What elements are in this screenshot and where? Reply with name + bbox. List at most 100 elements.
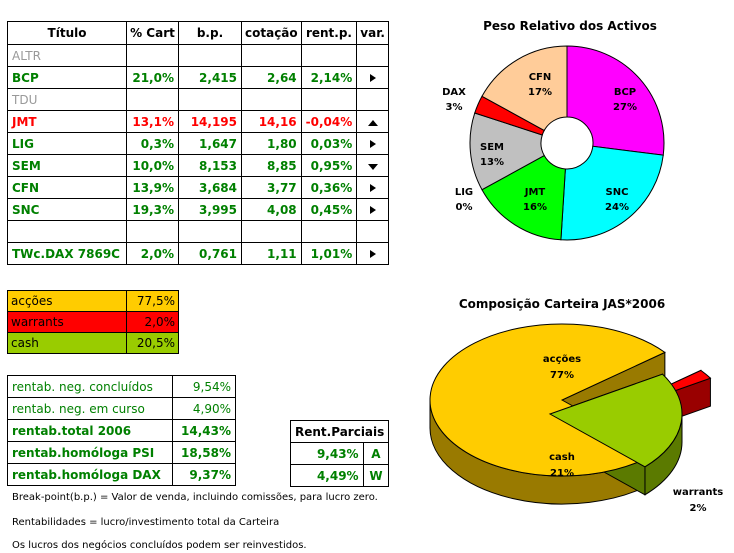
pie3d-label-accoes: acções xyxy=(543,354,581,365)
holding-cotacao: 3,77 xyxy=(241,176,302,199)
holding-cotacao: 2,64 xyxy=(241,66,302,89)
stats-value: 14,43% xyxy=(172,419,236,442)
allocation-label: acções xyxy=(7,290,127,312)
stats-label: rentab.total 2006 xyxy=(7,419,173,442)
stats-label: rentab. neg. concluídos xyxy=(7,375,173,398)
holding-break-point xyxy=(178,44,242,67)
holding-row: SNC 19,3% 3,995 4,08 0,45% xyxy=(7,198,389,221)
col-bp: b.p. xyxy=(178,21,242,45)
holding-row xyxy=(7,220,389,243)
holding-break-point: 3,684 xyxy=(178,176,242,199)
holding-row: SEM 10,0% 8,153 8,85 0,95% xyxy=(7,154,389,177)
holding-var xyxy=(356,66,389,89)
holding-cotacao xyxy=(241,44,302,67)
holding-row: CFN 13,9% 3,684 3,77 0,36% xyxy=(7,176,389,199)
holding-rent-p: 0,95% xyxy=(300,154,358,177)
holding-pct-cart: 0,3% xyxy=(126,132,179,155)
holding-pct-cart xyxy=(126,220,179,243)
donut-slice-sem xyxy=(469,112,545,191)
donut-chart-peso-relativo: Peso Relativo dos Activos BCP 27% SNC 24% JMT… xyxy=(442,19,665,241)
col-titulo: Título xyxy=(7,21,127,45)
stats-value: 9,54% xyxy=(172,375,236,398)
pie3d-value-cash: 21% xyxy=(550,468,574,479)
pie3d-label-warrants: warrants xyxy=(673,487,723,498)
holding-rent-p: 0,45% xyxy=(300,198,358,221)
trend-down-icon xyxy=(367,163,378,170)
holding-rent-p xyxy=(300,88,358,111)
donut-value-snc: 24% xyxy=(605,202,629,213)
note-lucros: Os lucros dos negócios concluídos podem … xyxy=(12,540,307,551)
holding-rent-p xyxy=(300,220,358,243)
holding-var xyxy=(356,88,389,111)
donut-value-cfn: 17% xyxy=(528,87,552,98)
holding-pct-cart: 19,3% xyxy=(126,198,179,221)
holding-row: ALTR xyxy=(7,44,389,67)
holdings-header-row: Título % Cart b.p. cotação rent.p. var. xyxy=(7,21,389,45)
holding-name: ALTR xyxy=(7,44,127,67)
holding-cotacao: 4,08 xyxy=(241,198,302,221)
holding-name: TWc.DAX 7869C xyxy=(7,242,127,265)
pie3d-value-accoes: 77% xyxy=(550,370,574,381)
holding-break-point: 2,415 xyxy=(178,66,242,89)
holding-rent-p: 0,36% xyxy=(300,176,358,199)
stats-row: rentab. neg. em curso 4,90% xyxy=(7,397,236,420)
donut-slice-cfn xyxy=(481,45,568,132)
donut-label-sem: SEM xyxy=(480,142,504,153)
holding-rent-p: 1,01% xyxy=(300,242,358,265)
holding-row: BCP 21,0% 2,415 2,64 2,14% xyxy=(7,66,389,89)
holding-cotacao xyxy=(241,88,302,111)
trend-right-icon xyxy=(369,205,376,214)
stats-label: rentab.homóloga DAX xyxy=(7,463,173,486)
allocation-label: cash xyxy=(7,332,127,354)
allocation-label: warrants xyxy=(7,311,127,333)
holdings-table: Título % Cart b.p. cotação rent.p. var. … xyxy=(7,21,389,265)
holding-name: TDU xyxy=(7,88,127,111)
holding-name: CFN xyxy=(7,176,127,199)
holding-row: TDU xyxy=(7,88,389,111)
trend-right-icon xyxy=(369,183,376,192)
rent-parcial-tag: W xyxy=(362,464,390,487)
holding-break-point: 0,761 xyxy=(178,242,242,265)
holding-name: JMT xyxy=(7,110,127,133)
col-cotacao: cotação xyxy=(241,21,302,45)
holding-var xyxy=(356,220,389,243)
stats-label: rentab.homóloga PSI xyxy=(7,441,173,464)
holding-pct-cart: 10,0% xyxy=(126,154,179,177)
donut-slice-bcp xyxy=(566,45,665,156)
donut-label-dax: DAX xyxy=(442,87,466,98)
holding-cotacao: 1,80 xyxy=(241,132,302,155)
pie3d-label-cash: cash xyxy=(549,452,575,463)
holding-break-point xyxy=(178,220,242,243)
rent-parciais-table: Rent.Parciais 9,43% A 4,49% W xyxy=(289,420,390,487)
note-rentabilidades: Rentabilidades = lucro/investimento tota… xyxy=(12,517,280,528)
allocation-value: 2,0% xyxy=(126,311,179,333)
holding-cotacao: 1,11 xyxy=(241,242,302,265)
holding-name: LIG xyxy=(7,132,127,155)
holding-var xyxy=(356,154,389,177)
trend-right-icon xyxy=(369,73,376,82)
holding-name: SEM xyxy=(7,154,127,177)
holding-var xyxy=(356,44,389,67)
allocation-table: acções 77,5% warrants 2,0% cash 20,5% xyxy=(7,290,179,354)
holding-break-point xyxy=(178,88,242,111)
holding-break-point: 14,195 xyxy=(178,110,242,133)
donut-label-bcp: BCP xyxy=(614,87,636,98)
holding-pct-cart: 13,1% xyxy=(126,110,179,133)
holding-cotacao: 8,85 xyxy=(241,154,302,177)
holding-var xyxy=(356,198,389,221)
stats-row: rentab.homóloga DAX 9,37% xyxy=(7,463,236,486)
stats-row: rentab.homóloga PSI 18,58% xyxy=(7,441,236,464)
donut-slice-jmt xyxy=(481,154,566,241)
donut-value-jmt: 16% xyxy=(523,202,547,213)
trend-right-icon xyxy=(369,249,376,258)
donut-label-lig: LIG xyxy=(455,187,473,198)
pie3d-slice-cash xyxy=(548,373,683,468)
holding-pct-cart: 2,0% xyxy=(126,242,179,265)
stats-row: rentab.total 2006 14,43% xyxy=(7,419,236,442)
holding-var xyxy=(356,110,389,133)
rent-parcial-value: 9,43% xyxy=(290,442,364,465)
donut-value-lig: 0% xyxy=(456,202,473,213)
donut-slice-snc xyxy=(560,145,664,241)
donut-value-sem: 13% xyxy=(480,157,504,168)
pie-chart-title: Composição Carteira JAS*2006 xyxy=(459,297,665,311)
